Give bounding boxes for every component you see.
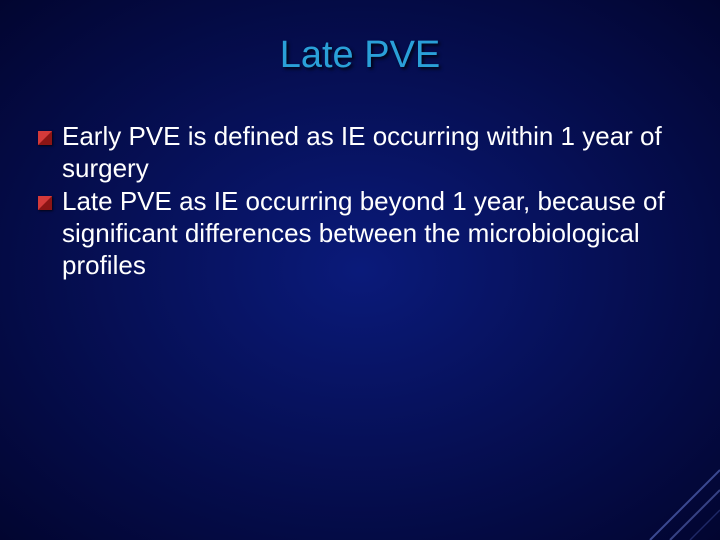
bullet-marker-icon [38,196,52,210]
bullet-text: Early PVE is defined as IE occurring wit… [62,121,682,184]
slide-content: Early PVE is defined as IE occurring wit… [0,121,720,282]
bullet-item: Early PVE is defined as IE occurring wit… [38,121,682,184]
slide-title: Late PVE [0,34,720,77]
slide: Late PVE Early PVE is defined as IE occu… [0,0,720,540]
bullet-item: Late PVE as IE occurring beyond 1 year, … [38,186,682,281]
corner-accent-icon [640,450,720,540]
bullet-marker-icon [38,131,52,145]
bullet-text: Late PVE as IE occurring beyond 1 year, … [62,186,682,281]
